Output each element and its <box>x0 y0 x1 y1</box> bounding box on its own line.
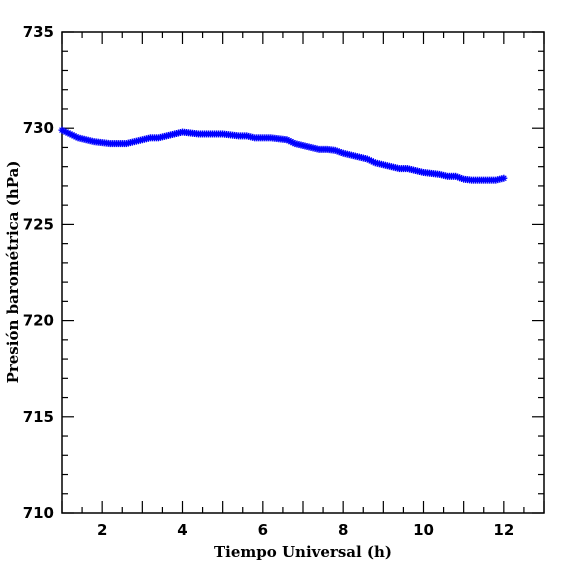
y-tick-label: 710 <box>23 504 54 522</box>
y-axis-label: Presión barométrica (hPa) <box>4 161 22 384</box>
x-tick-label: 10 <box>413 521 434 539</box>
x-tick-label: 12 <box>493 521 514 539</box>
data-point <box>500 174 508 182</box>
y-tick-label: 715 <box>23 408 54 426</box>
y-tick-label: 735 <box>23 23 54 41</box>
y-tick-label: 730 <box>23 119 54 137</box>
axis-ticks <box>61 31 545 514</box>
plot-frame <box>61 31 545 514</box>
y-tick-label: 720 <box>23 312 54 330</box>
x-tick-label: 8 <box>338 521 348 539</box>
x-tick-label: 2 <box>97 521 107 539</box>
y-tick-label: 725 <box>23 215 54 233</box>
x-tick-label: 6 <box>258 521 268 539</box>
x-tick-label: 4 <box>177 521 187 539</box>
data-points <box>58 126 508 184</box>
x-axis-label: Tiempo Universal (h) <box>214 543 392 561</box>
tick-labels: 2 4 6 8 10 12 710 715 720 725 730 735 <box>23 23 515 539</box>
